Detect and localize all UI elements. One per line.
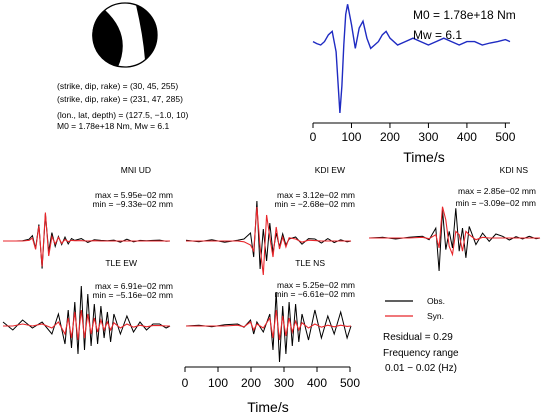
stf-tick-label: 200 — [380, 130, 400, 144]
trace-min-label: min = −9.33e−02 mm — [92, 199, 173, 209]
waveform-tick-label: 400 — [307, 376, 327, 390]
stf-tick-label: 0 — [310, 130, 317, 144]
trace-max-label: max = 5.25e−02 mm — [277, 280, 355, 290]
trace-kdi-ew-obs-line — [185, 200, 352, 270]
residual-label: Residual = 0.29 — [383, 332, 453, 343]
trace-min-label: min = −3.09e−02 mm — [455, 198, 536, 208]
stf-tick-label: 400 — [457, 130, 477, 144]
stf-tick-label: 300 — [418, 130, 438, 144]
waveform-x-ticks: 0 100 200 300 400 500 — [182, 367, 360, 390]
stf-tick-label: 500 — [495, 130, 515, 144]
stf-x-ticks: 0 100 200 300 400 500 — [310, 123, 516, 144]
trace-kdi-ns: KDI NS max = 2.85e−02 mm min = −3.09e−02 m… — [368, 165, 541, 272]
legend-obs-label: Obs. — [427, 296, 445, 306]
trace-kdi-ns-syn-line — [369, 206, 540, 257]
legend: Obs. Syn. — [385, 296, 445, 321]
trace-mni-ud-syn-line — [3, 212, 170, 267]
trace-station-label: MNI UD — [121, 165, 151, 175]
trace-station-label: KDI NS — [500, 165, 529, 175]
focal-mechanism-beachball — [92, 2, 158, 68]
trace-tle-ew-syn-line — [3, 309, 170, 341]
waveform-tick-label: 300 — [274, 376, 294, 390]
stf-x-axis-label: Time/s — [403, 149, 444, 165]
waveform-tick-label: 200 — [241, 376, 261, 390]
source-info-line1: (strike, dip, rake) = (30, 45, 255) — [57, 81, 178, 91]
waveform-x-axis: 0 100 200 300 400 500 Time/s — [182, 366, 360, 415]
trace-station-label: TLE EW — [105, 258, 137, 268]
stf-mw-label: Mw = 6.1 — [413, 28, 462, 42]
trace-station-label: TLE NS — [295, 258, 325, 268]
stf-series-line — [312, 4, 511, 114]
trace-tle-ns-obs-line — [185, 291, 352, 363]
trace-max-label: max = 6.91e−02 mm — [95, 281, 173, 291]
stf-panel: 0 100 200 300 400 500 M0 = 1.78e+18 Nm Mw = 6… — [310, 4, 516, 165]
waveform-tick-label: 0 — [182, 376, 189, 390]
trace-min-label: min = −2.68e−02 mm — [274, 199, 355, 209]
trace-max-label: max = 3.12e−02 mm — [277, 190, 355, 200]
waveform-tick-label: 100 — [208, 376, 228, 390]
waveform-tick-label: 500 — [340, 376, 360, 390]
stf-tick-label: 100 — [341, 130, 361, 144]
frequency-range-title: Frequency range — [383, 348, 459, 359]
legend-syn-label: Syn. — [427, 311, 444, 321]
source-info-line3: (lon., lat, depth) = (127.5, −1.0, 10) — [57, 110, 189, 120]
trace-min-label: min = −6.61e−02 mm — [274, 289, 355, 299]
stf-m0-label: M0 = 1.78e+18 Nm — [413, 8, 516, 22]
frequency-range-value: 0.01 − 0.02 (Hz) — [385, 363, 457, 374]
trace-max-label: max = 2.85e−02 mm — [458, 186, 536, 196]
trace-min-label: min = −5.16e−02 mm — [92, 290, 173, 300]
trace-station-label: KDI EW — [315, 165, 345, 175]
waveform-x-axis-label: Time/s — [247, 399, 288, 415]
source-info-line2: (strike, dip, rake) = (231, 47, 285) — [57, 94, 183, 104]
trace-max-label: max = 5.95e−02 mm — [95, 190, 173, 200]
trace-kdi-ew-syn-line — [186, 206, 351, 276]
source-info-line4: M0 = 1.78e+18 Nm, Mw = 6.1 — [57, 121, 169, 131]
trace-tle-ns-syn-line — [186, 309, 352, 341]
